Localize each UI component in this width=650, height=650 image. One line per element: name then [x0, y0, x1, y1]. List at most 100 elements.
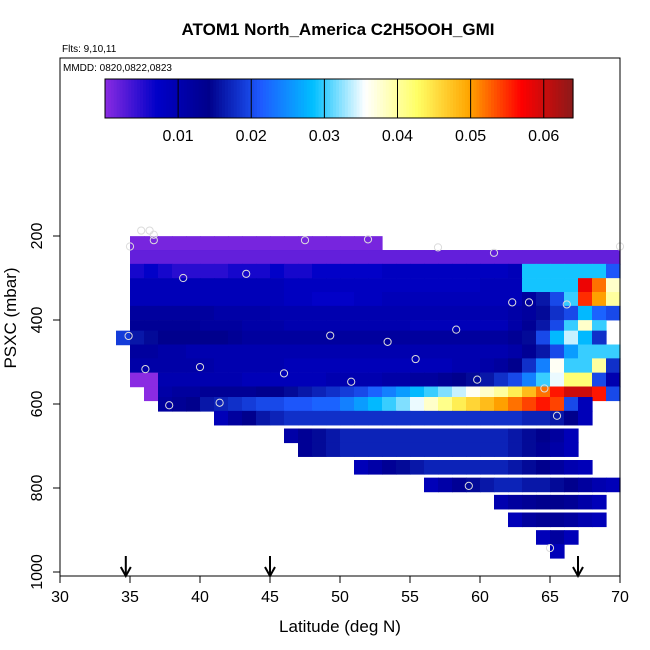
heatmap-cell	[368, 397, 383, 412]
heatmap-cell	[270, 330, 285, 346]
colorbar-segment	[122, 79, 127, 118]
heatmap-cell	[550, 358, 565, 373]
heatmap-cell	[494, 397, 509, 412]
heatmap-cell	[522, 442, 537, 457]
colorbar-segment	[222, 79, 226, 118]
observation-marker	[562, 300, 571, 309]
heatmap-cell	[494, 292, 509, 307]
heatmap-cell	[550, 410, 565, 426]
heatmap-cell	[606, 344, 621, 360]
heatmap-cell	[354, 372, 369, 388]
colorbar-tick-label: 0.04	[382, 128, 413, 145]
heatmap-cell	[186, 292, 201, 307]
heatmap-cell	[284, 397, 299, 412]
heatmap-cell	[340, 397, 355, 412]
heatmap-cell	[536, 292, 551, 307]
colorbar-segment	[327, 79, 331, 118]
heatmap-cell	[466, 410, 481, 426]
observation-marker	[524, 298, 534, 307]
heatmap-cell	[522, 428, 537, 444]
colorbar-segment	[318, 79, 323, 118]
colorbar-segment	[140, 79, 144, 118]
heatmap-cell	[508, 344, 523, 360]
y-axis: 200 400 600 800 1000	[29, 223, 60, 590]
observation-marker	[279, 369, 289, 378]
colorbar-tick-label: 0.06	[528, 128, 559, 145]
heatmap-cell	[270, 263, 285, 279]
heatmap-cell	[606, 358, 621, 373]
heatmap-cell	[312, 305, 327, 321]
heatmap-cell	[452, 372, 467, 388]
heatmap-cell	[200, 305, 215, 321]
heatmap-cell	[494, 250, 509, 265]
colorbar-segment	[271, 79, 276, 118]
heatmap-cell	[340, 292, 355, 307]
heatmap-cell	[438, 442, 453, 457]
colorbar-segment	[157, 79, 162, 118]
heatmap-cell	[522, 278, 537, 293]
heatmap-cell	[242, 344, 257, 360]
colorbar-segment	[564, 79, 568, 118]
heatmap-cell	[438, 305, 453, 321]
heatmap-cell	[466, 477, 481, 493]
heatmap-cell	[284, 358, 299, 373]
heatmap-cell	[368, 358, 383, 373]
heatmap-cell	[256, 278, 271, 293]
colorbar-segment	[534, 79, 539, 118]
heatmap-cell	[340, 442, 355, 457]
heatmap-cell	[326, 428, 341, 444]
heatmap-cell	[550, 512, 565, 528]
heatmap-cell	[130, 250, 145, 265]
heatmap-cell	[424, 397, 439, 412]
heatmap-cell	[466, 358, 481, 373]
colorbar-segment	[473, 79, 478, 118]
observation-marker	[215, 398, 224, 407]
heatmap-cell	[494, 410, 509, 426]
colorbar-segment	[464, 79, 469, 118]
heatmap-cell	[494, 305, 509, 321]
heatmap-cell	[452, 292, 467, 307]
heatmap-cell	[186, 250, 201, 265]
heatmap-cell	[158, 372, 173, 388]
heatmap-cell	[578, 512, 593, 528]
heatmap-cell	[522, 494, 537, 510]
observation-marker	[124, 331, 133, 341]
heatmap-cell	[368, 305, 383, 321]
y-tick-label: 400	[29, 307, 46, 334]
heatmap-cell	[186, 372, 201, 388]
colorbar-segment	[438, 79, 442, 118]
heatmap-cell	[214, 344, 229, 360]
heatmap-cell	[228, 305, 243, 321]
heatmap-cell	[228, 278, 243, 293]
heatmap-cell	[340, 330, 355, 346]
x-tick-label: 50	[331, 589, 349, 606]
colorbar-segment	[248, 79, 252, 118]
colorbar-segment	[151, 79, 156, 118]
colorbar-segment	[526, 79, 530, 118]
heatmap-cell	[508, 428, 523, 444]
colorbar-segment	[441, 79, 445, 118]
heatmap-cell	[144, 278, 159, 293]
colorbar-segment	[245, 79, 249, 118]
heatmap-cell	[284, 410, 299, 426]
heatmap-cell	[284, 236, 299, 251]
heatmap-cell	[466, 397, 481, 412]
heatmap-cell	[410, 292, 425, 307]
heatmap-cells	[116, 236, 621, 559]
heatmap-cell	[564, 410, 579, 426]
heatmap-cell	[438, 263, 453, 279]
colorbar-segment	[508, 79, 513, 118]
colorbar-segment	[400, 79, 404, 118]
heatmap-cell	[438, 428, 453, 444]
heatmap-cell	[508, 263, 523, 279]
x-tick-label: 60	[471, 589, 489, 606]
observation-marker	[242, 269, 251, 278]
colorbar-segment	[450, 79, 454, 118]
heatmap-cell	[382, 292, 397, 307]
heatmap-cell	[312, 410, 327, 426]
colorbar-segment	[488, 79, 492, 118]
heatmap-cell	[368, 330, 383, 346]
heatmap-cell	[312, 372, 327, 388]
heatmap-cell	[382, 250, 397, 265]
heatmap-cell	[312, 278, 327, 293]
